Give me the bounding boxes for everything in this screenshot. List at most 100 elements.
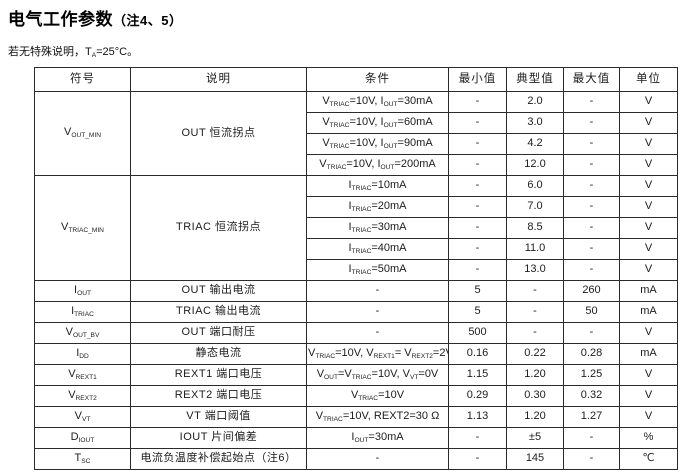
max-value-cell: 1.25 [563, 364, 620, 386]
condition-cell: ITRIAC=10mA [306, 175, 449, 197]
unit-cell: V [619, 112, 678, 134]
table-row: ITRIAC=20mA - 7.0 - V [35, 196, 678, 218]
min-value-cell: - [448, 259, 507, 281]
typical-value-cell: 1.20 [506, 406, 564, 428]
symbol-cell: ITRIAC [34, 301, 131, 323]
min-value-cell: - [448, 238, 507, 260]
symbol-cell: IDD [34, 343, 131, 365]
unit-cell: mA [619, 343, 678, 365]
unit-cell: mA [619, 301, 678, 323]
unit-cell: V [619, 91, 678, 113]
typical-value-cell: 11.0 [506, 238, 564, 260]
unit-cell: V [619, 196, 678, 218]
typical-value-cell: ±5 [506, 427, 564, 449]
table-header-row: 符号 说明 条件 最小值 典型值 最大值 单位 [34, 67, 678, 92]
typical-value-cell: 145 [506, 448, 564, 470]
typical-value-cell: 2.0 [506, 91, 564, 113]
typical-value-cell: 4.2 [506, 133, 564, 155]
description-cell: REXT1 端口电压 [130, 364, 307, 386]
table-row: ITRIAC=50mA - 13.0 - V [35, 259, 678, 281]
symbol-cell: TSC [34, 448, 131, 470]
condition-cell: IOUT=30mA [306, 427, 449, 449]
max-value-cell: - [563, 217, 620, 239]
max-value-cell: - [563, 112, 620, 134]
typical-value-cell: 1.20 [506, 364, 564, 386]
min-value-cell: 1.15 [448, 364, 507, 386]
unit-cell: V [619, 406, 678, 428]
col-header-symbol: 符号 [34, 67, 131, 92]
condition-cell: VTRIAC=10V, IOUT=90mA [306, 133, 449, 155]
max-value-cell: - [563, 259, 620, 281]
description-cell: REXT2 端口电压 [130, 385, 307, 407]
min-value-cell: - [448, 112, 507, 134]
typical-value-cell: 13.0 [506, 259, 564, 281]
description-cell: OUT 恒流拐点 [130, 91, 307, 176]
max-value-cell: - [563, 196, 620, 218]
min-value-cell: - [448, 175, 507, 197]
typical-value-cell: 3.0 [506, 112, 564, 134]
condition-cell: ITRIAC=40mA [306, 238, 449, 260]
condition-cell: ITRIAC=30mA [306, 217, 449, 239]
unit-cell: V [619, 154, 678, 176]
max-value-cell: 0.32 [563, 385, 620, 407]
page-subtitle: 若无特殊说明，TA=25°C。 [8, 46, 139, 59]
typical-value-cell: 12.0 [506, 154, 564, 176]
typical-value-cell: - [506, 322, 564, 344]
max-value-cell: 50 [563, 301, 620, 323]
description-cell: OUT 端口耐压 [130, 322, 307, 344]
max-value-cell: - [563, 238, 620, 260]
condition-cell: - [306, 322, 449, 344]
description-cell: OUT 输出电流 [130, 280, 307, 302]
page-title-main: 电气工作参数 [8, 10, 113, 29]
min-value-cell: - [448, 217, 507, 239]
min-value-cell: 5 [448, 280, 507, 302]
unit-cell: V [619, 364, 678, 386]
unit-cell: V [619, 385, 678, 407]
max-value-cell: 260 [563, 280, 620, 302]
unit-cell: V [619, 217, 678, 239]
typical-value-cell: 0.30 [506, 385, 564, 407]
col-header-typ: 典型值 [506, 67, 564, 92]
min-value-cell: - [448, 448, 507, 470]
table-row: DIOUT IOUT 片间偏差 IOUT=30mA - ±5 - % [34, 427, 678, 449]
condition-cell: ITRIAC=20mA [306, 196, 449, 218]
table-row: VVT VT 端口阈值 VTRIAC=10V, REXT2=30 Ω 1.13 … [34, 406, 678, 428]
table-row: IOUT OUT 输出电流 - 5 - 260 mA [34, 280, 678, 302]
condition-cell: VOUT=VTRIAC=10V, VVT=0V [306, 364, 449, 386]
max-value-cell: - [563, 154, 620, 176]
max-value-cell: - [563, 322, 620, 344]
typical-value-cell: - [506, 301, 564, 323]
table-row: VTRIAC=10V, IOUT=60mA - 3.0 - V [35, 112, 678, 134]
min-value-cell: 0.16 [448, 343, 507, 365]
page-title: 电气工作参数（注4、5） [8, 5, 692, 30]
table-row: VREXT2 REXT2 端口电压 VTRIAC=10V 0.29 0.30 0… [34, 385, 678, 407]
symbol-cell: VOUT_BV [34, 322, 131, 344]
description-cell: TRIAC 恒流拐点 [130, 175, 307, 281]
table-row: VOUT_MIN OUT 恒流拐点 VTRIAC=10V, IOUT=30mA … [34, 91, 678, 176]
params-table: 符号 说明 条件 最小值 典型值 最大值 单位 VOUT_MIN OUT 恒流拐… [34, 67, 678, 470]
condition-cell: VTRIAC=10V, IOUT=60mA [306, 112, 449, 134]
min-value-cell: 5 [448, 301, 507, 323]
condition-cell: - [306, 280, 449, 302]
table-row: VTRIAC=10V, IOUT=200mA - 12.0 - V [35, 154, 678, 176]
description-cell: 电流负温度补偿起始点（注6） [130, 448, 307, 470]
max-value-cell: 0.28 [563, 343, 620, 365]
col-header-max: 最大值 [563, 67, 620, 92]
table-row: VREXT1 REXT1 端口电压 VOUT=VTRIAC=10V, VVT=0… [34, 364, 678, 386]
symbol-cell: VREXT1 [34, 364, 131, 386]
condition-cell: VTRIAC=10V [306, 385, 449, 407]
max-value-cell: - [563, 175, 620, 197]
symbol-cell: DIOUT [34, 427, 131, 449]
table-row: VTRIAC_MIN TRIAC 恒流拐点 ITRIAC=10mA - 6.0 … [34, 175, 678, 281]
table-row: ITRIAC=30mA - 8.5 - V [35, 217, 678, 239]
typical-value-cell: 0.22 [506, 343, 564, 365]
symbol-cell: IOUT [34, 280, 131, 302]
min-value-cell: 500 [448, 322, 507, 344]
min-value-cell: - [448, 154, 507, 176]
max-value-cell: - [563, 448, 620, 470]
col-header-min: 最小值 [448, 67, 507, 92]
description-cell: 静态电流 [130, 343, 307, 365]
min-value-cell: - [448, 133, 507, 155]
unit-cell: V [619, 133, 678, 155]
min-value-cell: - [448, 427, 507, 449]
